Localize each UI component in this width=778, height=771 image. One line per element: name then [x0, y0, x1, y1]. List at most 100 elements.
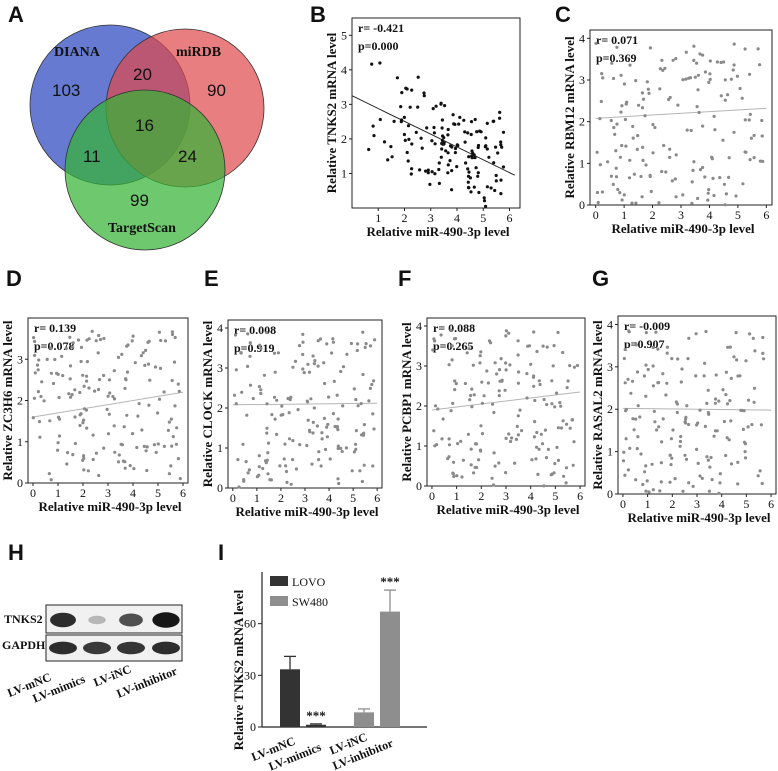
scatter-point: [102, 446, 106, 450]
x-tick-label: 4: [326, 491, 332, 505]
scatter-point: [722, 419, 727, 424]
y-tick-label: 0: [217, 481, 223, 495]
scatter-point: [510, 436, 514, 440]
scatter-point: [359, 402, 363, 406]
scatter-point: [744, 150, 748, 154]
scatter-point: [551, 364, 555, 368]
scatter-point: [561, 419, 565, 423]
scatter-point: [696, 196, 700, 201]
scatter-point: [354, 398, 358, 402]
scatter-point: [37, 420, 42, 424]
scatter-point: [552, 344, 556, 348]
scatter-point: [51, 381, 56, 386]
scatter-point: [644, 464, 648, 468]
scatter-point: [658, 489, 662, 493]
scatter-point: [86, 469, 90, 473]
scatter-point: [533, 398, 537, 403]
scatter-point: [476, 174, 480, 178]
scatter-point: [102, 373, 106, 378]
scatter-point: [643, 470, 647, 474]
scatter-point: [130, 339, 134, 343]
scatter-point: [546, 447, 551, 451]
scatter-point: [455, 474, 459, 478]
scatter-point: [313, 359, 317, 363]
scatter-point: [466, 180, 470, 184]
scatter-point: [713, 401, 718, 405]
bar-y-tick-label: 30: [244, 668, 256, 682]
scatter-point: [500, 379, 504, 383]
scatter-point: [674, 57, 678, 61]
scatter-point: [698, 474, 702, 478]
scatter-point: [78, 413, 82, 417]
scatter-point: [336, 444, 340, 448]
scatter-point: [491, 483, 495, 487]
scatter-point: [446, 171, 450, 175]
scatter-point: [484, 204, 488, 208]
scatter-point: [301, 367, 305, 371]
scatter-point: [644, 331, 648, 335]
scatter-point: [285, 480, 289, 484]
y-tick-label: 3: [17, 352, 23, 366]
scatter-point: [447, 363, 451, 367]
scatter-point: [619, 110, 623, 114]
scatter-point: [736, 460, 740, 464]
scatter-point: [113, 450, 117, 454]
scatter-point: [684, 417, 688, 421]
scatter-point: [675, 402, 680, 406]
scatter-point: [263, 459, 268, 463]
scatter-point: [734, 331, 738, 335]
scatter-point: [624, 144, 628, 148]
scatter-point: [712, 193, 716, 198]
x-tick-label: 0: [620, 497, 626, 511]
scatter-point: [373, 338, 377, 342]
scatter-point: [535, 349, 539, 354]
scatter-point: [430, 170, 434, 174]
scatter-point: [177, 389, 181, 393]
scatter-point: [273, 417, 277, 421]
scatter-point: [483, 145, 487, 149]
scatter-point: [698, 168, 703, 172]
scatter-point: [545, 403, 549, 407]
scatter-point: [535, 430, 539, 435]
scatter-point: [395, 76, 399, 80]
scatter-point: [123, 386, 127, 390]
scatter-point: [371, 464, 375, 468]
scatter-point: [399, 105, 403, 109]
scatter-point: [297, 344, 302, 348]
scatter-point: [470, 156, 474, 160]
scatter-point: [466, 432, 470, 436]
scatter-point: [702, 374, 706, 378]
scatter-point: [473, 156, 477, 160]
scatter-point: [325, 435, 329, 439]
x-tick-label: 1: [55, 486, 61, 500]
scatter-point: [414, 130, 418, 134]
r-value: r= 0.071: [596, 33, 638, 47]
scatter-point: [661, 372, 665, 376]
scatter-point: [727, 175, 731, 179]
significance-marker: ***: [306, 708, 326, 723]
scatter-point: [632, 428, 636, 432]
scatter-point: [753, 349, 757, 353]
scatter-point: [492, 119, 496, 123]
scatter-point: [478, 361, 482, 365]
scatter-point: [416, 105, 420, 109]
r-value: r= -0.421: [358, 21, 404, 35]
scatter-point: [732, 355, 736, 359]
scatter-point: [87, 386, 91, 390]
scatter-point: [234, 402, 238, 406]
scatter-point: [171, 435, 175, 439]
scatter-point: [247, 468, 251, 472]
scatter-point: [31, 336, 36, 340]
scatter-point: [309, 397, 313, 401]
scatter-point: [626, 468, 631, 472]
scatter-point: [641, 158, 645, 162]
scatter-point: [556, 426, 561, 430]
y-tick-label: 1: [217, 441, 223, 455]
scatter-point: [618, 191, 622, 195]
y-tick-label: 4: [607, 317, 613, 331]
scatter-point: [614, 175, 619, 179]
scatter-point: [82, 456, 86, 460]
scatter-point: [450, 169, 454, 173]
scatter-point: [701, 53, 705, 57]
scatter-point: [710, 478, 714, 482]
